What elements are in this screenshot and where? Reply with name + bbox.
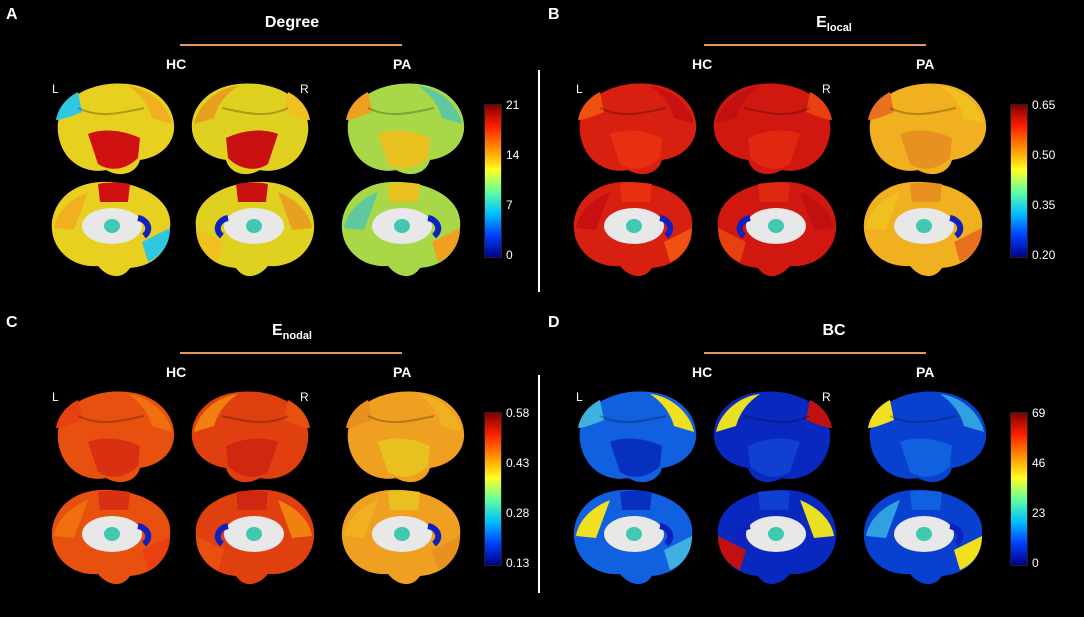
panel-b: B Elocal HC PA L R xyxy=(542,0,1084,308)
panel-letter: D xyxy=(548,314,560,331)
colorbar-tick-label: 69 xyxy=(1032,406,1046,420)
vertical-divider-bottom xyxy=(538,375,540,593)
hemisphere-label-left: L xyxy=(576,390,583,404)
panel-title-main: E xyxy=(271,322,283,339)
hemisphere-label-left: L xyxy=(52,82,59,96)
hemisphere-label-left: L xyxy=(576,82,583,96)
hemisphere-label-right: R xyxy=(822,82,831,96)
brain-pa-medial xyxy=(341,181,461,277)
group-label-pa: PA xyxy=(393,364,412,380)
brain-hc-left-medial xyxy=(51,489,171,585)
panel-letter: B xyxy=(548,6,560,23)
colorbar-tick-label: 7 xyxy=(506,198,513,212)
panel-title: Elocal xyxy=(714,14,954,34)
brain-hc-left-lateral xyxy=(56,391,175,483)
brain-pa-lateral xyxy=(868,83,987,175)
brain-hc-right-medial xyxy=(195,489,315,585)
brain-pa-medial xyxy=(863,489,983,585)
panel-title: BC xyxy=(714,322,954,340)
brain-hc-left-medial xyxy=(51,181,171,277)
vertical-divider-top xyxy=(538,70,540,292)
colorbar-tick-label: 46 xyxy=(1032,456,1046,470)
colorbar-tick-label: 0.50 xyxy=(1032,148,1056,162)
panel-c: C Enodal HC PA L R xyxy=(0,308,542,616)
brain-pa-lateral xyxy=(868,391,987,483)
hemisphere-label-right: R xyxy=(300,390,309,404)
panel-a: A Degree HC PA L R xyxy=(0,0,542,308)
brain-pa-lateral xyxy=(346,391,465,483)
panel-letter: A xyxy=(6,6,18,23)
colorbar xyxy=(1010,412,1028,566)
brain-hc-right-lateral xyxy=(713,391,832,483)
panel-title-main: BC xyxy=(822,322,846,339)
colorbar-tick-label: 21 xyxy=(506,98,520,112)
colorbar-tick-label: 14 xyxy=(506,148,520,162)
panel-title: Degree xyxy=(172,14,412,32)
brain-hc-right-lateral xyxy=(191,83,310,175)
brain-pa-medial xyxy=(341,489,461,585)
group-label-pa: PA xyxy=(916,56,935,72)
hemisphere-label-right: R xyxy=(300,82,309,96)
brain-hc-left-medial xyxy=(573,489,693,585)
colorbar-tick-label: 0.28 xyxy=(506,506,530,520)
brain-hc-left-lateral xyxy=(578,391,697,483)
brain-hc-right-lateral xyxy=(713,83,832,175)
colorbar-tick-label: 0 xyxy=(506,248,513,262)
hemisphere-label-right: R xyxy=(822,390,831,404)
group-label-hc: HC xyxy=(166,56,187,72)
hc-bracket-line xyxy=(704,352,926,354)
hc-bracket-line xyxy=(704,44,926,46)
brain-hc-left-lateral xyxy=(578,83,697,175)
group-label-pa: PA xyxy=(916,364,935,380)
colorbar-tick-label: 23 xyxy=(1032,506,1046,520)
brain-hc-left-medial xyxy=(573,181,693,277)
panel-title-subscript: local xyxy=(826,22,852,35)
brain-hc-left-lateral xyxy=(56,83,175,175)
colorbar xyxy=(484,412,502,566)
hc-bracket-line xyxy=(180,352,402,354)
brain-pa-medial xyxy=(863,181,983,277)
panel-d: D BC HC PA L R xyxy=(542,308,1084,616)
panel-title-subscript: nodal xyxy=(282,330,312,343)
group-label-hc: HC xyxy=(692,364,713,380)
hc-bracket-line xyxy=(180,44,402,46)
group-label-hc: HC xyxy=(692,56,713,72)
colorbar-tick-label: 0.58 xyxy=(506,406,530,420)
colorbar xyxy=(1010,104,1028,258)
colorbar-tick-label: 0.43 xyxy=(506,456,530,470)
group-label-hc: HC xyxy=(166,364,187,380)
colorbar-tick-label: 0.35 xyxy=(1032,198,1056,212)
colorbar-tick-label: 0.65 xyxy=(1032,98,1056,112)
brain-pa-lateral xyxy=(346,83,465,175)
brain-hc-right-medial xyxy=(717,181,837,277)
brain-hc-right-medial xyxy=(195,181,315,277)
colorbar-tick-label: 0 xyxy=(1032,556,1039,570)
brain-hc-right-lateral xyxy=(191,391,310,483)
brain-hc-right-medial xyxy=(717,489,837,585)
colorbar-tick-label: 0.13 xyxy=(506,556,530,570)
panel-title-main: E xyxy=(816,14,827,31)
colorbar-tick-label: 0.20 xyxy=(1032,248,1056,262)
colorbar xyxy=(484,104,502,258)
hemisphere-label-left: L xyxy=(52,390,59,404)
panel-letter: C xyxy=(6,314,18,331)
panel-title-main: Degree xyxy=(264,14,320,31)
group-label-pa: PA xyxy=(393,56,412,72)
panel-title: Enodal xyxy=(172,322,412,342)
